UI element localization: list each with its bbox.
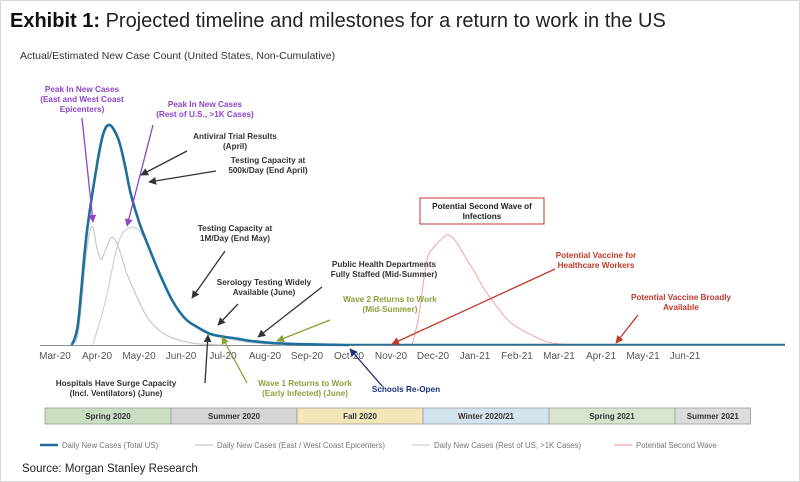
- x-tick-label: Nov-20: [375, 351, 408, 362]
- annotation-text: 1M/Day (End May): [200, 234, 270, 243]
- x-tick-label: Oct-20: [334, 351, 364, 362]
- x-tick-label: Apr-21: [586, 351, 616, 362]
- x-tick-label: Feb-21: [501, 351, 533, 362]
- series-epicenters-line: [71, 225, 224, 346]
- series-total-us-line: [70, 123, 350, 347]
- annotation-text: Potential Vaccine Broadly: [631, 293, 732, 302]
- x-tick-label: May-20: [122, 351, 156, 362]
- annotation-arrow: [391, 268, 556, 345]
- annotation-text: Healthcare Workers: [558, 261, 635, 270]
- series-second-wave-line: [411, 234, 572, 346]
- season-label: Fall 2020: [343, 412, 377, 421]
- annotation-text: Schools Re-Open: [372, 385, 440, 394]
- x-tick-label: Apr-20: [82, 351, 112, 362]
- exhibit-title: Exhibit 1: Projected timeline and milest…: [10, 10, 666, 33]
- annotation-arrow: [140, 150, 188, 176]
- annotation-text: 500k/Day (End April): [228, 166, 308, 175]
- timeline-chart: Mar-20 Apr-20 May-20 Jun-20 Jul-20 Aug-20 Sep-…: [39, 85, 785, 450]
- season-label: Summer 2020: [208, 412, 261, 421]
- season-label: Spring 2020: [85, 412, 131, 421]
- chart-subtitle: Actual/Estimated New Case Count (United …: [20, 50, 336, 62]
- annotation-text: Testing Capacity at: [231, 156, 306, 165]
- x-tick-label: May-21: [626, 351, 660, 362]
- annotation-arrow: [349, 348, 383, 387]
- annotation-arrow: [124, 124, 154, 227]
- x-tick-label: Mar-20: [39, 351, 71, 362]
- exhibit-title-text: Projected timeline and milestones for a …: [105, 10, 666, 32]
- annotation-text: Peak In New Cases: [45, 85, 120, 94]
- x-tick-label: Jun-21: [670, 351, 701, 362]
- exhibit-label: Exhibit 1:: [10, 10, 101, 32]
- annotation-text: (Incl. Ventilators) (June): [70, 389, 163, 398]
- annotation-text: Antiviral Trial Results: [193, 132, 277, 141]
- season-label: Summer 2021: [687, 412, 740, 421]
- annotation-text: Serology Testing Widely: [217, 278, 312, 287]
- x-tick-label: Aug-20: [249, 351, 282, 362]
- annotation-text: Wave 1 Returns to Work: [258, 379, 352, 388]
- annotation-text: Hospitals Have Surge Capacity: [56, 379, 177, 388]
- legend-label: Daily New Cases (Total US): [62, 441, 159, 450]
- legend-label: Potential Second Wave: [636, 441, 717, 450]
- season-label: Spring 2021: [589, 412, 635, 421]
- annotation-text: Wave 2 Returns to Work: [343, 295, 437, 304]
- annotation-arrow: [217, 303, 239, 326]
- annotation-text: Testing Capacity at: [198, 224, 273, 233]
- annotation-arrow: [615, 314, 639, 344]
- annotation-arrow: [221, 336, 248, 384]
- annotation-text: Available (June): [233, 288, 296, 297]
- annotation-text: Fully Staffed (Mid-Summer): [331, 270, 438, 279]
- annotation-arrow: [257, 286, 323, 338]
- x-tick-label: Dec-20: [417, 351, 450, 362]
- annotation-arrow: [203, 334, 212, 384]
- season-band: [674, 407, 751, 425]
- annotation-text: (East and West Coast: [40, 95, 124, 104]
- second-wave-callout-box: [419, 197, 545, 225]
- annotation-text: Public Health Departments: [332, 260, 437, 269]
- annotation-arrow: [81, 117, 97, 223]
- annotation-arrow: [148, 170, 217, 185]
- season-label: Winter 2020/21: [458, 412, 515, 421]
- x-tick-label: Sep-20: [291, 351, 324, 362]
- annotation-text: (Mid-Summer): [362, 305, 417, 314]
- source-note: Source: Morgan Stanley Research: [22, 463, 198, 475]
- second-wave-callout-text: Infections: [463, 212, 502, 221]
- annotation-text: (Early Infected) (June): [262, 389, 348, 398]
- x-tick-label: Jul-20: [209, 351, 237, 362]
- annotation-text: (April): [223, 142, 247, 151]
- x-tick-label: Jun-20: [166, 351, 197, 362]
- annotation-arrow: [276, 319, 331, 343]
- x-tick-label: Jan-21: [460, 351, 491, 362]
- legend-label: Daily New Cases (East / West Coast Epice…: [217, 441, 385, 450]
- annotation-text: Potential Vaccine for: [556, 251, 637, 260]
- annotation-text: Epicenters): [60, 105, 105, 114]
- legend-label: Daily New Cases (Rest of US, >1K Cases): [434, 441, 582, 450]
- annotation-text: Available: [663, 303, 699, 312]
- annotation-text: Peak In New Cases: [168, 100, 243, 109]
- annotation-arrow: [191, 250, 226, 299]
- annotation-text: (Rest of U.S., >1K Cases): [156, 110, 254, 119]
- x-tick-label: Mar-21: [543, 351, 575, 362]
- second-wave-callout-text: Potential Second Wave of: [432, 202, 532, 211]
